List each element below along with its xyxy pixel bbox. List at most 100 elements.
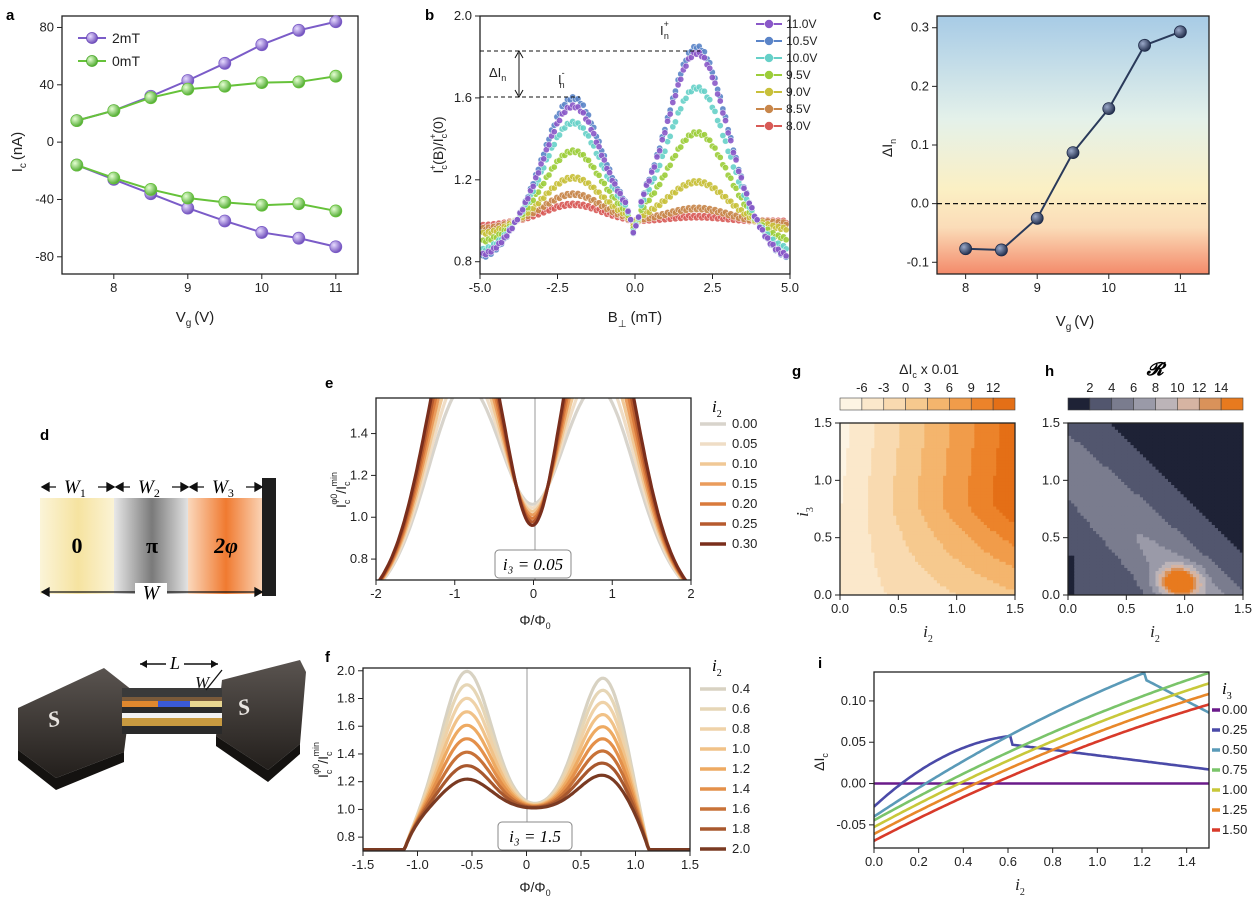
- g-cell: [986, 518, 991, 522]
- g-cell: [936, 588, 941, 593]
- g-cell: [1002, 475, 1007, 479]
- region-2phi-label: 2φ: [213, 533, 238, 558]
- g-cell: [868, 561, 872, 565]
- g-cell: [899, 515, 904, 519]
- e-series-curve: [379, 398, 686, 580]
- g-cell: [843, 527, 847, 532]
- g-cell: [986, 453, 991, 458]
- b-point: [611, 180, 619, 188]
- b-point: [722, 164, 729, 172]
- g-cell: [868, 588, 872, 593]
- g-cell: [971, 481, 975, 486]
- g-cell: [905, 456, 910, 461]
- g-cell: [965, 561, 969, 565]
- g-cell: [999, 527, 1004, 532]
- g-cell: [930, 585, 935, 590]
- g-cell: [977, 542, 982, 547]
- g-cell: [933, 453, 938, 458]
- g-cell: [927, 423, 932, 427]
- g-cell: [952, 548, 957, 553]
- h-cell: [1102, 539, 1107, 544]
- b-point: [677, 143, 685, 151]
- g-cell: [890, 423, 894, 427]
- a-point: [255, 198, 269, 212]
- g-cell: [918, 435, 922, 439]
- g-cell: [871, 579, 875, 584]
- h-cell: [1080, 444, 1085, 449]
- h-cell: [1099, 573, 1103, 578]
- g-cell: [896, 579, 900, 584]
- g-cell: [877, 539, 882, 544]
- h-cell: [1071, 432, 1075, 436]
- g-cell: [993, 472, 997, 476]
- h-cell: [1089, 512, 1094, 516]
- g-cell: [933, 438, 938, 443]
- h-cell: [1074, 447, 1078, 452]
- g-cell: [1011, 561, 1015, 565]
- g-cell: [877, 487, 882, 492]
- g-cell: [974, 582, 979, 587]
- h-cell: [1071, 567, 1075, 572]
- g-cell: [930, 423, 935, 427]
- g-cell: [999, 545, 1004, 550]
- g-cell: [980, 539, 985, 544]
- g-cell: [927, 539, 932, 544]
- g-cell: [896, 533, 900, 538]
- g-cell: [843, 481, 847, 486]
- g-cell: [952, 435, 957, 439]
- g-cell: [940, 478, 944, 482]
- g-cell: [943, 585, 947, 590]
- g-cell: [949, 591, 954, 595]
- g-cell: [958, 469, 963, 473]
- g-cell: [908, 548, 913, 553]
- g-cell: [865, 447, 869, 452]
- g-cell: [924, 435, 929, 439]
- h-cell: [1077, 548, 1082, 553]
- g-cell: [977, 493, 982, 498]
- h-cell: [1099, 567, 1103, 572]
- g-cell: [877, 453, 882, 458]
- g-cell: [871, 450, 875, 455]
- g-cell: [927, 558, 932, 562]
- g-cell: [943, 438, 947, 443]
- g-cell: [893, 558, 897, 562]
- g-cell: [943, 524, 947, 529]
- h-cell: [1096, 509, 1100, 513]
- e-legend-title: i2: [712, 397, 722, 420]
- g-cell: [952, 450, 957, 455]
- g-cell: [974, 502, 979, 507]
- g-cell: [921, 487, 925, 492]
- xtick-label: 0.0: [626, 280, 644, 295]
- b-point: [550, 163, 558, 171]
- g-cell: [865, 555, 869, 559]
- h-cell: [1077, 475, 1082, 479]
- g-cell: [930, 509, 935, 513]
- h-cell: [1105, 570, 1110, 575]
- g-cell: [971, 456, 975, 461]
- g-cell: [974, 472, 979, 476]
- g-cell: [980, 512, 985, 516]
- h-cell: [1074, 429, 1078, 433]
- g-cell: [883, 521, 888, 525]
- h-cell: [1080, 561, 1085, 565]
- g-cell: [883, 444, 888, 449]
- h-cell: [1099, 453, 1103, 458]
- g-cell: [905, 573, 910, 578]
- g-cell: [883, 429, 888, 433]
- h-cell: [1083, 515, 1088, 519]
- h-cell: [1074, 472, 1078, 476]
- g-cell: [921, 496, 925, 501]
- g-cell: [899, 432, 904, 436]
- g-cell: [968, 573, 972, 578]
- g-cell: [905, 564, 910, 568]
- g-cell: [1011, 472, 1015, 476]
- g-cell: [996, 521, 1000, 525]
- g-cell: [865, 450, 869, 455]
- g-cell: [883, 496, 888, 501]
- h-cell: [1089, 567, 1094, 572]
- g-cell: [940, 573, 944, 578]
- g-cell: [858, 426, 863, 430]
- g-cell: [980, 533, 985, 538]
- g-cell: [865, 588, 869, 593]
- g-cell: [952, 447, 957, 452]
